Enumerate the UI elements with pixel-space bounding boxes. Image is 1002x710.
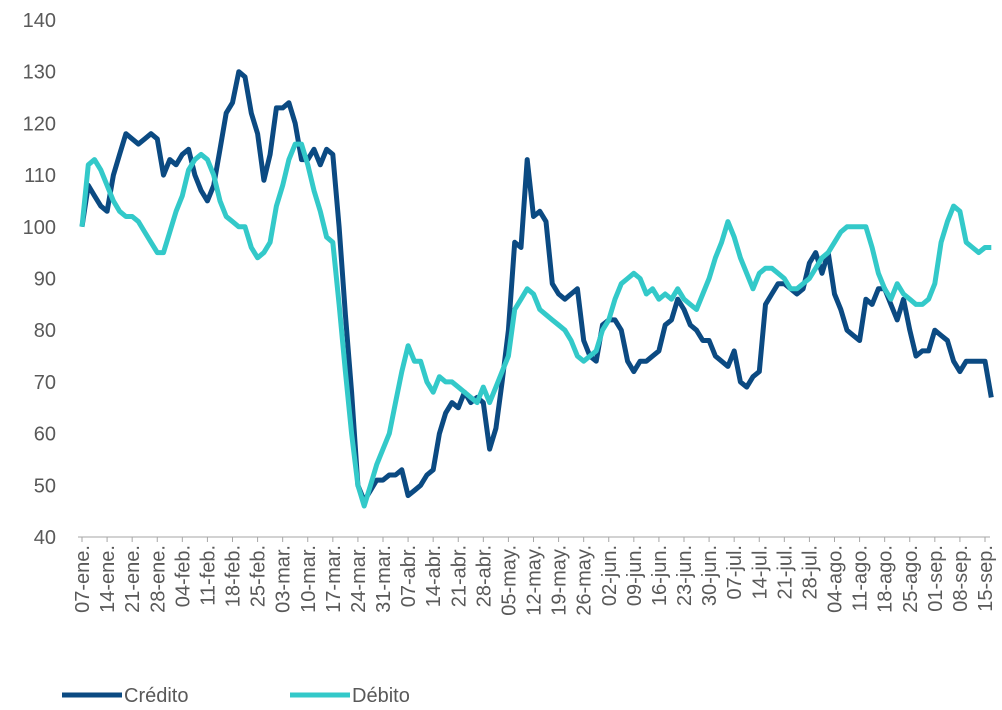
- x-tick-label: 11-feb.: [197, 545, 219, 606]
- y-tick-label: 60: [34, 424, 56, 446]
- series-line: [79, 69, 994, 504]
- x-tick-label: 07-abr.: [398, 545, 420, 607]
- x-tick-label: 19-may.: [549, 545, 571, 616]
- x-tick-label: 05-may.: [498, 545, 520, 616]
- x-tick-label: 14-abr.: [423, 545, 445, 607]
- x-tick-label: 28-ene.: [147, 545, 169, 613]
- y-tick-label: 70: [34, 372, 56, 394]
- x-tick-label: 23-jun.: [674, 545, 696, 606]
- x-tick-label: 14-jul.: [749, 545, 771, 599]
- y-tick-label: 50: [34, 475, 56, 497]
- x-tick-label: 07-ene.: [72, 545, 94, 613]
- x-tick-label: 16-jun.: [649, 545, 671, 606]
- x-tick-label: 21-ene.: [122, 545, 144, 613]
- x-tick-label: 09-jun.: [624, 545, 646, 606]
- y-tick-label: 140: [23, 10, 56, 32]
- x-tick-label: 21-jul.: [774, 545, 796, 599]
- x-tick-label: 30-jun.: [699, 545, 721, 606]
- y-tick-label: 120: [23, 113, 56, 135]
- y-tick-label: 90: [34, 269, 56, 291]
- x-tick-label: 04-ago.: [825, 545, 847, 613]
- x-tick-label: 25-feb.: [248, 545, 270, 607]
- x-tick-label: 26-may.: [574, 545, 596, 616]
- x-tick-label: 31-mar.: [373, 545, 395, 613]
- x-tick-label: 01-sep.: [925, 545, 947, 612]
- x-tick-label: 15-sep.: [975, 545, 997, 612]
- x-tick-label: 21-abr.: [448, 545, 470, 607]
- x-tick-label: 28-abr.: [473, 545, 495, 607]
- x-tick-label: 14-ene.: [97, 545, 119, 613]
- x-tick-label: 11-ago.: [850, 545, 872, 611]
- y-tick-label: 130: [23, 62, 56, 84]
- legend-label: Crédito: [124, 685, 188, 707]
- x-tick-label: 17-mar.: [323, 545, 345, 613]
- x-tick-label: 08-sep.: [950, 545, 972, 612]
- y-tick-label: 80: [34, 320, 56, 342]
- x-tick-label: 04-feb.: [172, 545, 194, 607]
- series-line: [79, 141, 992, 509]
- x-tick-label: 12-may.: [524, 545, 546, 616]
- y-tick-label: 100: [23, 217, 56, 239]
- x-tick-label: 07-jul.: [724, 545, 746, 599]
- y-tick-label: 40: [34, 527, 56, 549]
- x-tick-label: 25-ago.: [900, 545, 922, 613]
- x-tick-label: 02-jun.: [599, 545, 621, 606]
- legend-label: Débito: [352, 685, 410, 707]
- x-tick-label: 28-jul.: [799, 545, 821, 599]
- x-tick-label: 10-mar.: [298, 545, 320, 613]
- x-tick-label: 24-mar.: [348, 545, 370, 613]
- y-tick-label: 110: [24, 165, 56, 187]
- x-tick-label: 18-ago.: [875, 545, 897, 613]
- x-tick-label: 18-feb.: [223, 545, 245, 607]
- x-tick-label: 03-mar.: [273, 545, 295, 613]
